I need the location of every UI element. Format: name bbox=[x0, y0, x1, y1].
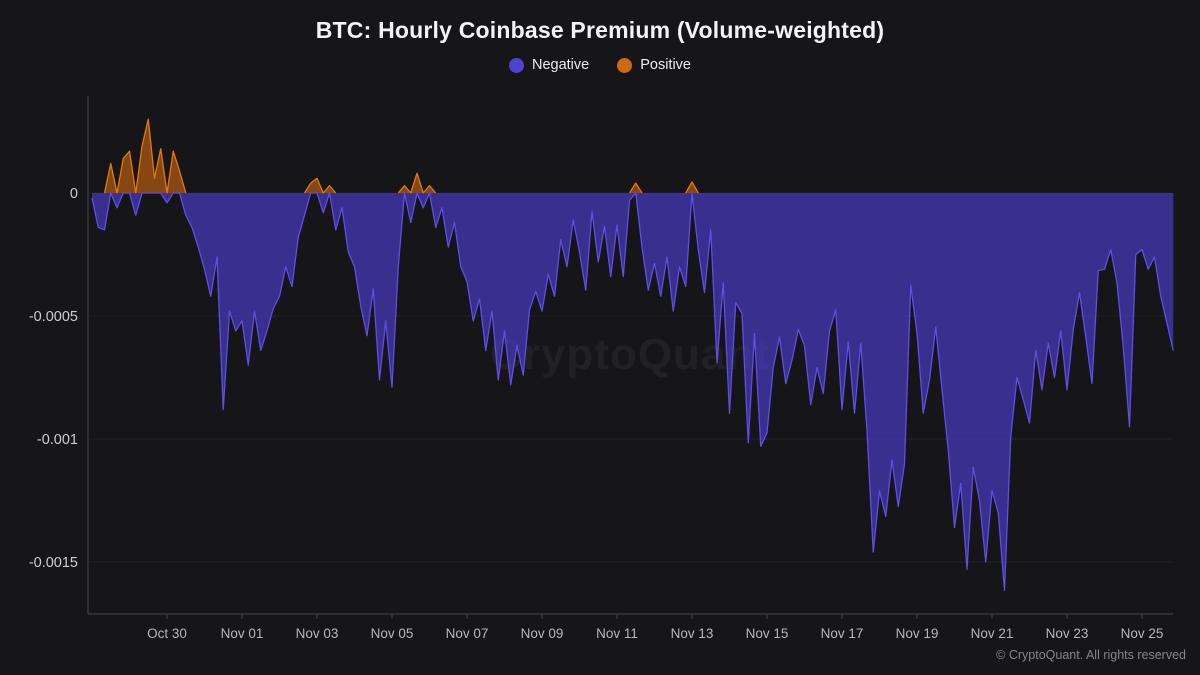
y-tick-label: 0 bbox=[70, 186, 78, 202]
x-tick-label: Nov 25 bbox=[1121, 626, 1164, 641]
x-tick-label: Nov 15 bbox=[746, 626, 789, 641]
x-tick-label: Nov 21 bbox=[971, 626, 1014, 641]
legend: Negative Positive bbox=[0, 57, 1200, 73]
x-tick-label: Nov 07 bbox=[446, 626, 489, 641]
x-tick-label: Nov 05 bbox=[371, 626, 414, 641]
positive-series-dot-icon bbox=[617, 57, 633, 73]
copyright-note: © CryptoQuant. All rights reserved bbox=[996, 648, 1186, 662]
x-tick-label: Nov 13 bbox=[671, 626, 714, 641]
x-tick-label: Nov 23 bbox=[1046, 626, 1089, 641]
positive-area bbox=[92, 119, 1174, 193]
y-tick-label: -0.001 bbox=[37, 432, 78, 448]
chart-title: BTC: Hourly Coinbase Premium (Volume-wei… bbox=[315, 17, 885, 43]
x-tick-label: Oct 30 bbox=[147, 626, 187, 641]
legend-label-negative: Negative bbox=[531, 57, 590, 73]
y-tick-label: -0.0015 bbox=[29, 555, 78, 571]
x-tick-label: Nov 17 bbox=[821, 626, 864, 641]
x-tick-label: Nov 09 bbox=[521, 626, 564, 641]
negative-line bbox=[91, 192, 1174, 591]
legend-item-negative[interactable]: Negative bbox=[508, 57, 590, 73]
legend-item-positive[interactable]: Positive bbox=[617, 57, 691, 73]
x-tick-label: Nov 19 bbox=[896, 626, 939, 641]
negative-area bbox=[92, 193, 1174, 591]
y-tick-label: -0.0005 bbox=[29, 309, 78, 325]
legend-label-positive: Positive bbox=[640, 57, 691, 73]
x-tick-label: Nov 11 bbox=[596, 626, 638, 641]
x-tick-label: Nov 03 bbox=[296, 626, 339, 641]
negative-series-dot-icon bbox=[508, 57, 524, 73]
positive-line bbox=[103, 118, 699, 194]
x-tick-label: Nov 01 bbox=[221, 626, 264, 641]
